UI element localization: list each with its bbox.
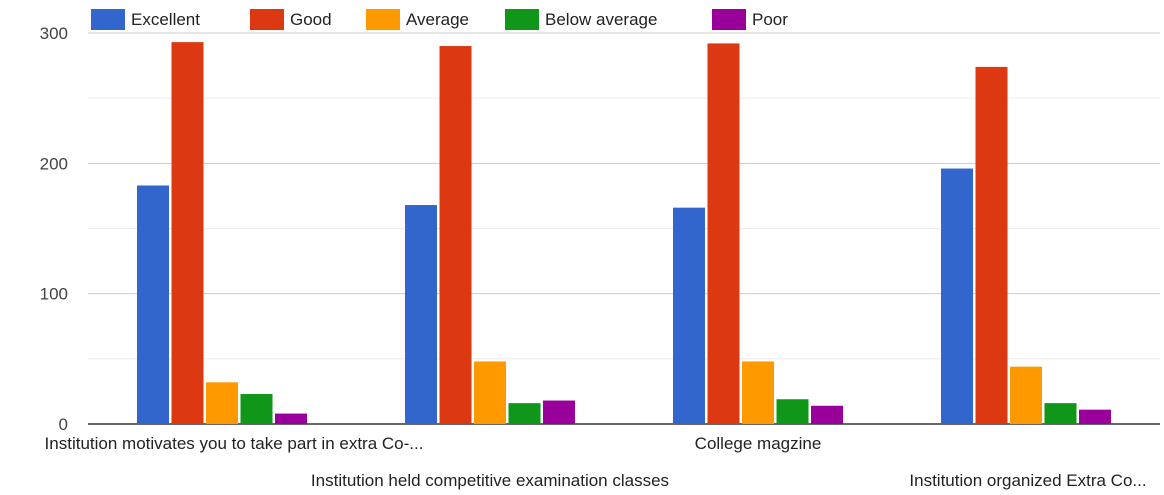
legend-item-below-average[interactable]: Below average bbox=[505, 9, 657, 30]
bar-poor[interactable] bbox=[1079, 409, 1111, 424]
y-tick-label: 200 bbox=[40, 154, 68, 173]
bar-poor[interactable] bbox=[811, 405, 843, 424]
legend-item-poor[interactable]: Poor bbox=[712, 9, 788, 30]
bar-good[interactable] bbox=[975, 66, 1008, 425]
legend-swatch bbox=[91, 9, 125, 30]
y-tick-label: 300 bbox=[40, 24, 68, 43]
legend-label: Good bbox=[290, 10, 332, 29]
legend-label: Average bbox=[406, 10, 469, 29]
bar-average[interactable] bbox=[1010, 366, 1042, 424]
bar-below-average[interactable] bbox=[240, 394, 273, 424]
category-label: College magzine bbox=[695, 434, 822, 453]
y-tick-label: 0 bbox=[59, 415, 68, 434]
category-labels: Institution motivates you to take part i… bbox=[45, 434, 1147, 490]
legend-swatch bbox=[366, 9, 400, 30]
bar-poor[interactable] bbox=[275, 413, 307, 424]
legend-label: Poor bbox=[752, 10, 788, 29]
category-label: Institution held competitive examination… bbox=[311, 471, 669, 490]
bar-good[interactable] bbox=[439, 46, 472, 425]
category-label: Institution motivates you to take part i… bbox=[45, 434, 424, 453]
legend-swatch bbox=[505, 9, 539, 30]
bar-good[interactable] bbox=[707, 43, 740, 424]
bar-average[interactable] bbox=[206, 382, 238, 424]
legend-item-excellent[interactable]: Excellent bbox=[91, 9, 200, 30]
y-tick-label: 100 bbox=[40, 285, 68, 304]
bar-excellent[interactable] bbox=[941, 168, 973, 424]
bar-below-average[interactable] bbox=[508, 403, 541, 424]
bar-excellent[interactable] bbox=[673, 207, 705, 424]
bar-average[interactable] bbox=[742, 361, 774, 424]
legend-label: Excellent bbox=[131, 10, 200, 29]
legend-item-average[interactable]: Average bbox=[366, 9, 469, 30]
bar-below-average[interactable] bbox=[1044, 403, 1077, 424]
bar-good[interactable] bbox=[171, 42, 204, 425]
bar-excellent[interactable] bbox=[137, 185, 169, 424]
legend-swatch bbox=[712, 9, 746, 30]
bars bbox=[137, 42, 1111, 425]
bar-excellent[interactable] bbox=[405, 205, 437, 424]
legend-label: Below average bbox=[545, 10, 657, 29]
legend-item-good[interactable]: Good bbox=[250, 9, 332, 30]
legend-swatch bbox=[250, 9, 284, 30]
legend[interactable]: Excellent Good Average Below average Poor bbox=[91, 9, 788, 30]
y-axis-ticks: 0 100 200 300 bbox=[40, 24, 68, 434]
category-label: Institution organized Extra Co... bbox=[909, 471, 1146, 490]
bar-poor[interactable] bbox=[543, 400, 575, 424]
bar-below-average[interactable] bbox=[776, 399, 809, 424]
bar-average[interactable] bbox=[474, 361, 506, 424]
